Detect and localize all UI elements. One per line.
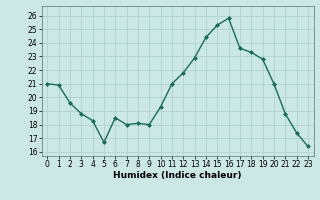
X-axis label: Humidex (Indice chaleur): Humidex (Indice chaleur) — [113, 171, 242, 180]
